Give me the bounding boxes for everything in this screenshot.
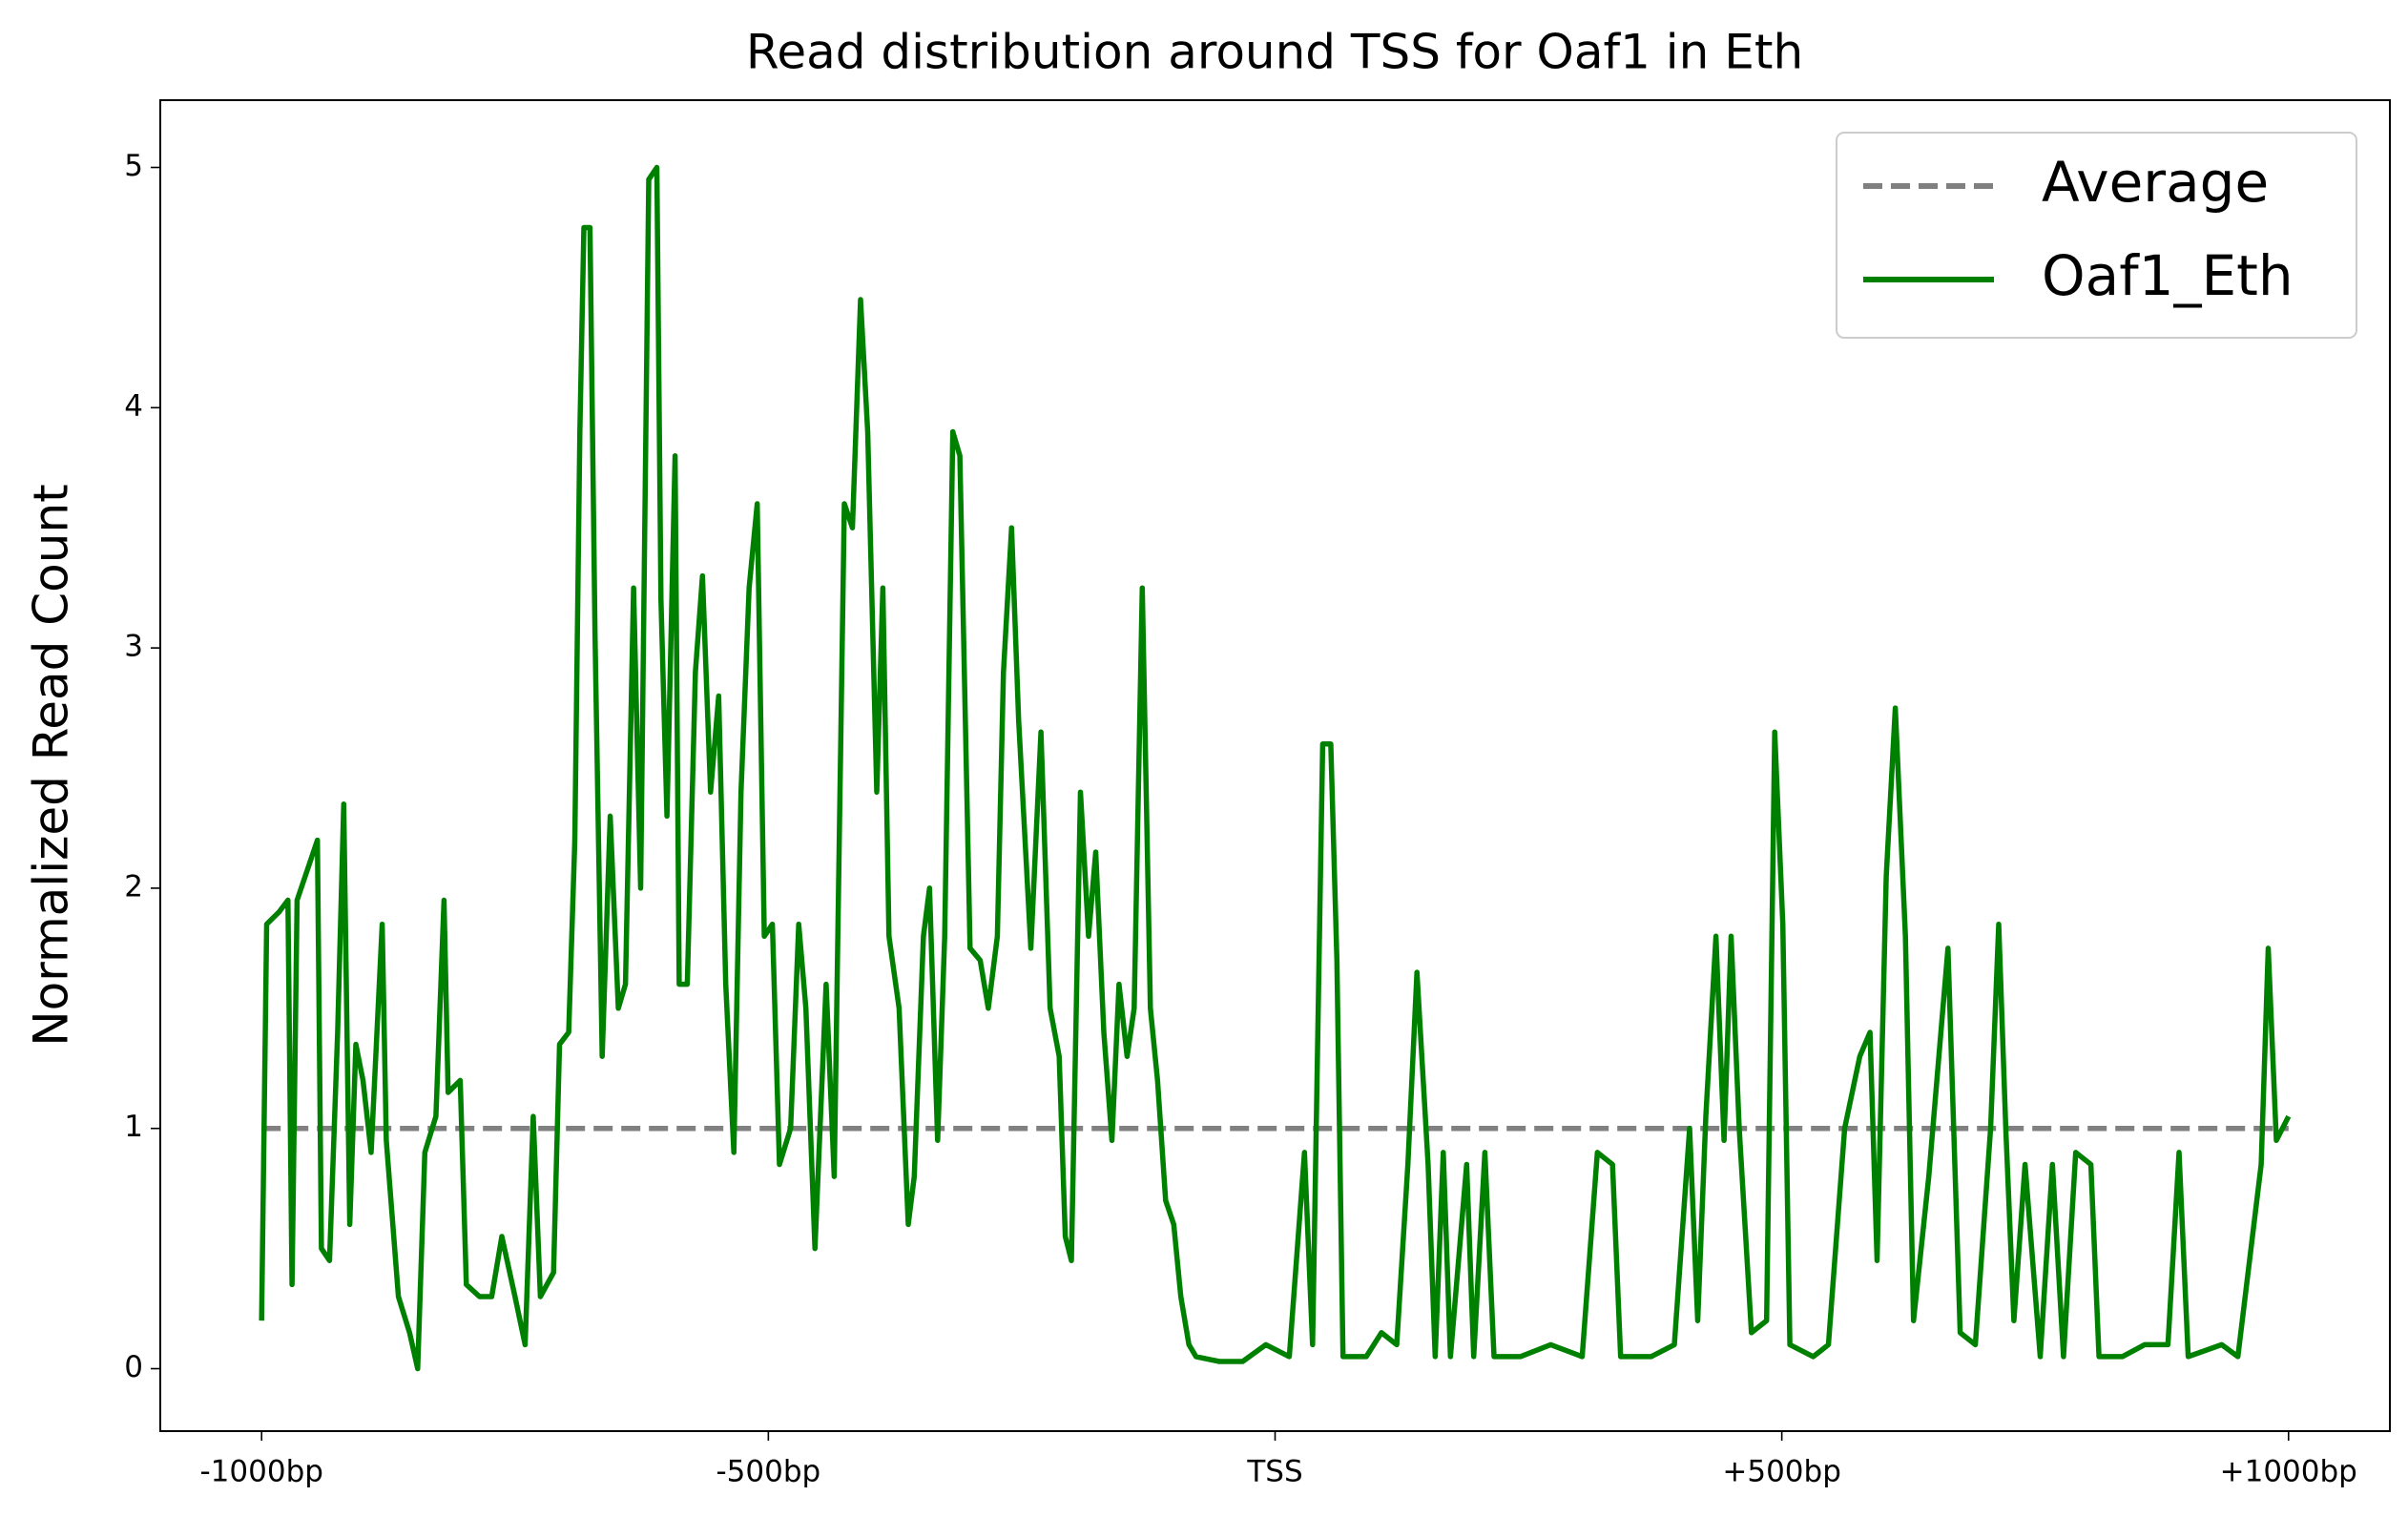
legend-label: Average [2042, 150, 2269, 215]
plot-frame [159, 99, 2391, 1432]
y-tick-label: 1 [124, 1110, 143, 1144]
legend-box [1836, 132, 2357, 339]
x-tick-label: -1000bp [200, 1455, 323, 1489]
y-tick-label: 5 [124, 149, 143, 183]
series-line [259, 164, 2292, 1372]
chart-title: Read distribution around TSS for Oaf1 in… [746, 25, 1803, 80]
x-tick-label: +1000bp [2220, 1455, 2357, 1489]
y-tick-label: 3 [124, 630, 143, 664]
y-tick-label: 2 [124, 869, 143, 904]
legend-label: Oaf1_Eth [2042, 243, 2294, 308]
x-tick-label: TSS [1246, 1455, 1302, 1489]
y-tick-label: 0 [124, 1350, 143, 1384]
x-tick-label: +500bp [1722, 1455, 1841, 1489]
x-tick-label: -500bp [716, 1455, 821, 1489]
y-tick-label: 4 [124, 389, 143, 424]
legend: Average Oaf1_Eth [1836, 132, 2357, 339]
y-axis-label: Normalized Read Count [24, 484, 79, 1046]
